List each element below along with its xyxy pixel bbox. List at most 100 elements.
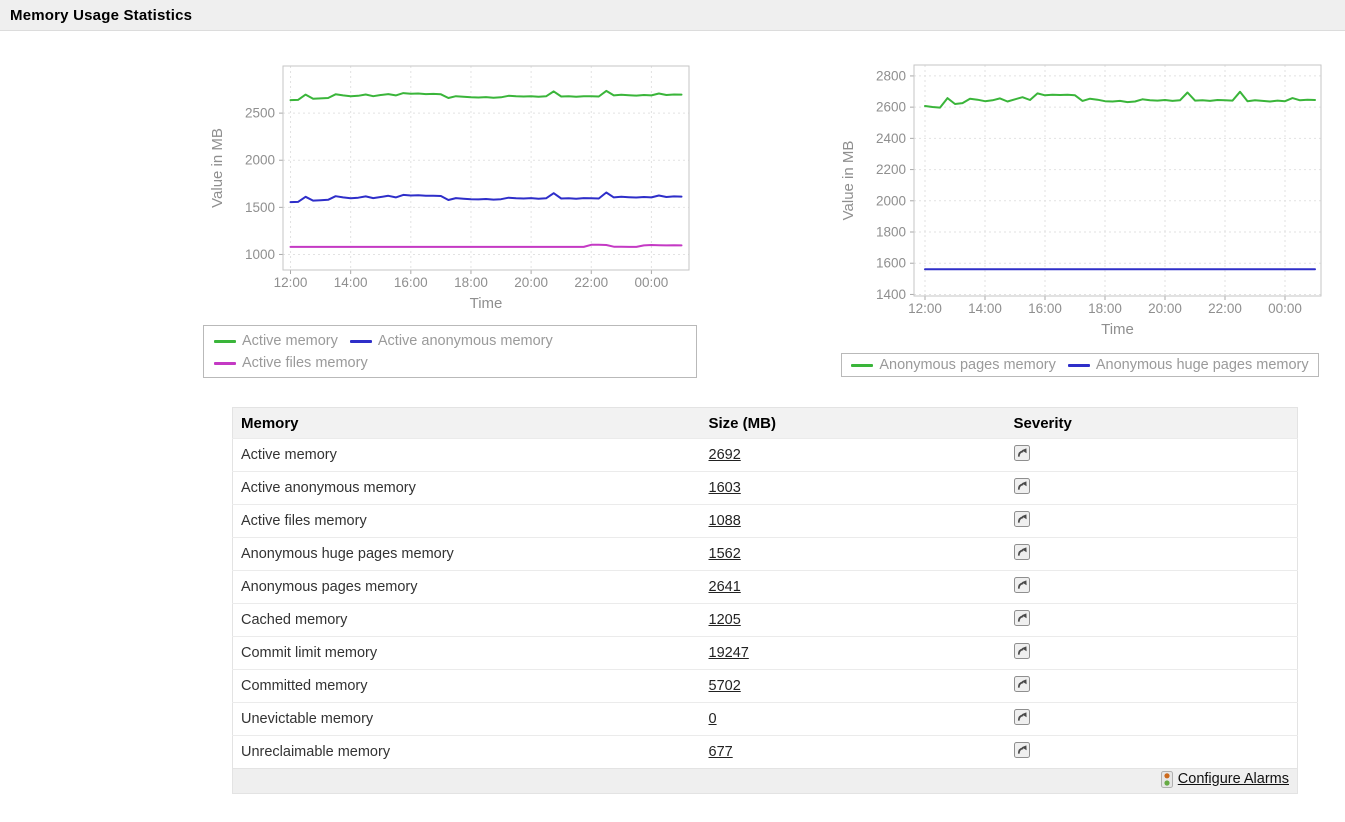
anonymous-memory-chart-legend: Anonymous pages memory Anonymous huge pa… bbox=[841, 353, 1319, 377]
svg-text:00:00: 00:00 bbox=[635, 275, 669, 290]
page-header: Memory Usage Statistics bbox=[0, 0, 1345, 31]
memory-table: Memory Size (MB) Severity Active memory … bbox=[232, 407, 1298, 794]
severity-graph-button[interactable] bbox=[1013, 444, 1031, 462]
svg-text:2600: 2600 bbox=[876, 100, 906, 115]
table-row: Cached memory 1205 bbox=[232, 603, 1298, 637]
legend-label: Active memory bbox=[242, 333, 338, 349]
svg-text:2800: 2800 bbox=[876, 68, 906, 83]
severity-graph-button[interactable] bbox=[1013, 576, 1031, 594]
column-header-memory: Memory bbox=[232, 407, 701, 439]
size-link[interactable]: 19247 bbox=[708, 645, 749, 661]
svg-text:2200: 2200 bbox=[876, 162, 906, 177]
severity-graph-button[interactable] bbox=[1013, 510, 1031, 528]
active-anonymous-memory-line-swatch bbox=[349, 339, 372, 343]
svg-text:00:00: 00:00 bbox=[1268, 301, 1302, 316]
svg-text:18:00: 18:00 bbox=[454, 275, 488, 290]
legend-label: Anonymous huge pages memory bbox=[1095, 357, 1309, 373]
legend-item: Anonymous pages memory bbox=[851, 357, 1056, 373]
active-memory-chart: 12:00 14:00 16:00 18:00 20:00 22:00 00:00 1000 1… bbox=[209, 65, 690, 312]
table-row: Committed memory 5702 bbox=[232, 669, 1298, 703]
svg-text:12:00: 12:00 bbox=[908, 301, 942, 316]
svg-text:16:00: 16:00 bbox=[394, 275, 428, 290]
configure-alarms-link[interactable]: Configure Alarms bbox=[1160, 770, 1289, 788]
memory-name: Anonymous huge pages memory bbox=[232, 537, 701, 571]
anonymous-memory-chart: 12:00 14:00 16:00 18:00 20:00 22:00 00:00 1400 1… bbox=[840, 64, 1322, 338]
svg-text:1500: 1500 bbox=[245, 200, 275, 215]
active-memory-line-swatch bbox=[214, 339, 236, 343]
svg-text:Time: Time bbox=[1101, 321, 1134, 338]
memory-name: Active memory bbox=[232, 438, 701, 472]
configure-alarms-label: Configure Alarms bbox=[1177, 771, 1289, 787]
svg-text:20:00: 20:00 bbox=[1148, 301, 1182, 316]
svg-text:20:00: 20:00 bbox=[514, 275, 548, 290]
size-link[interactable]: 1205 bbox=[708, 612, 741, 628]
svg-text:1000: 1000 bbox=[245, 247, 275, 262]
table-row: Active files memory 1088 bbox=[232, 504, 1298, 538]
size-link[interactable]: 1562 bbox=[708, 546, 741, 562]
column-header-size: Size (MB) bbox=[700, 407, 1006, 439]
svg-text:2000: 2000 bbox=[876, 193, 906, 208]
svg-text:1400: 1400 bbox=[876, 287, 906, 302]
legend-label: Active anonymous memory bbox=[377, 333, 553, 349]
memory-name: Anonymous pages memory bbox=[232, 570, 701, 604]
legend-label: Anonymous pages memory bbox=[879, 357, 1056, 373]
table-footer-row: Configure Alarms bbox=[232, 768, 1298, 794]
memory-name: Unevictable memory bbox=[232, 702, 701, 736]
legend-item: Active anonymous memory bbox=[349, 333, 553, 349]
anonymous-pages-memory-line-swatch bbox=[851, 363, 874, 367]
memory-name: Active files memory bbox=[232, 504, 701, 538]
legend-item: Anonymous huge pages memory bbox=[1067, 357, 1309, 373]
size-link[interactable]: 5702 bbox=[708, 678, 741, 694]
svg-text:22:00: 22:00 bbox=[574, 275, 608, 290]
svg-text:2500: 2500 bbox=[245, 106, 275, 121]
svg-text:18:00: 18:00 bbox=[1088, 301, 1122, 316]
size-link[interactable]: 2692 bbox=[708, 447, 741, 463]
legend-item: Active memory bbox=[214, 333, 338, 349]
severity-graph-button[interactable] bbox=[1013, 543, 1031, 561]
traffic-light-icon bbox=[1160, 770, 1173, 788]
table-row: Commit limit memory 19247 bbox=[232, 636, 1298, 670]
active-files-memory-line-swatch bbox=[214, 361, 236, 365]
memory-name: Unreclaimable memory bbox=[232, 735, 701, 769]
anonymous-huge-pages-memory-line-swatch bbox=[1067, 363, 1090, 367]
severity-graph-button[interactable] bbox=[1013, 708, 1031, 726]
severity-graph-button[interactable] bbox=[1013, 477, 1031, 495]
legend-label: Active files memory bbox=[242, 355, 368, 371]
svg-text:Value in MB: Value in MB bbox=[840, 141, 857, 221]
svg-text:1800: 1800 bbox=[876, 225, 906, 240]
memory-name: Commit limit memory bbox=[232, 636, 701, 670]
svg-text:14:00: 14:00 bbox=[334, 275, 368, 290]
size-link[interactable]: 1603 bbox=[708, 480, 741, 496]
memory-name: Cached memory bbox=[232, 603, 701, 637]
active-memory-chart-legend: Active memory Active anonymous memory Ac… bbox=[203, 325, 697, 378]
column-header-severity: Severity bbox=[1005, 407, 1298, 439]
svg-text:2000: 2000 bbox=[245, 153, 275, 168]
svg-text:Time: Time bbox=[470, 295, 503, 312]
size-link[interactable]: 677 bbox=[708, 744, 733, 760]
table-row: Unevictable memory 0 bbox=[232, 702, 1298, 736]
severity-graph-button[interactable] bbox=[1013, 741, 1031, 759]
svg-text:16:00: 16:00 bbox=[1028, 301, 1062, 316]
size-link[interactable]: 0 bbox=[708, 711, 717, 727]
severity-graph-button[interactable] bbox=[1013, 675, 1031, 693]
page-title: Memory Usage Statistics bbox=[10, 6, 193, 24]
table-row: Active memory 2692 bbox=[232, 438, 1298, 472]
size-link[interactable]: 1088 bbox=[708, 513, 741, 529]
memory-name: Active anonymous memory bbox=[232, 471, 701, 505]
memory-name: Committed memory bbox=[232, 669, 701, 703]
table-header-row: Memory Size (MB) Severity bbox=[232, 407, 1298, 439]
svg-text:Value in MB: Value in MB bbox=[209, 128, 226, 208]
svg-text:22:00: 22:00 bbox=[1208, 301, 1242, 316]
table-row: Active anonymous memory 1603 bbox=[232, 471, 1298, 505]
svg-text:12:00: 12:00 bbox=[274, 275, 308, 290]
svg-text:2400: 2400 bbox=[876, 131, 906, 146]
severity-graph-button[interactable] bbox=[1013, 609, 1031, 627]
svg-text:14:00: 14:00 bbox=[968, 301, 1002, 316]
severity-graph-button[interactable] bbox=[1013, 642, 1031, 660]
svg-text:1600: 1600 bbox=[876, 256, 906, 271]
table-row: Anonymous pages memory 2641 bbox=[232, 570, 1298, 604]
legend-item: Active files memory bbox=[214, 355, 368, 371]
table-row: Anonymous huge pages memory 1562 bbox=[232, 537, 1298, 571]
size-link[interactable]: 2641 bbox=[708, 579, 741, 595]
table-row: Unreclaimable memory 677 bbox=[232, 735, 1298, 769]
